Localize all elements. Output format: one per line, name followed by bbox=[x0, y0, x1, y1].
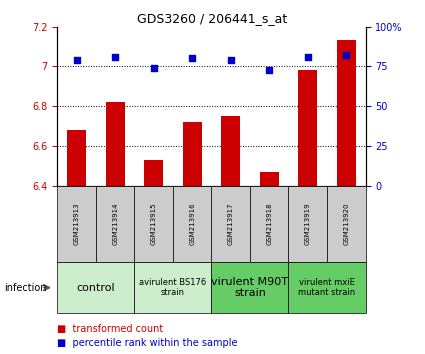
Text: GSM213917: GSM213917 bbox=[228, 202, 234, 245]
Bar bbox=[144, 160, 163, 186]
Bar bbox=[289, 186, 327, 262]
Point bbox=[343, 52, 350, 58]
Bar bbox=[298, 70, 317, 186]
Text: avirulent BS176
strain: avirulent BS176 strain bbox=[139, 278, 207, 297]
Text: infection: infection bbox=[4, 282, 47, 293]
Point bbox=[73, 57, 80, 63]
Text: GSM213918: GSM213918 bbox=[266, 202, 272, 245]
Bar bbox=[173, 186, 211, 262]
Point bbox=[304, 54, 311, 59]
Text: GSM213920: GSM213920 bbox=[343, 202, 349, 245]
Text: GSM213915: GSM213915 bbox=[151, 202, 157, 245]
Text: GSM213919: GSM213919 bbox=[305, 202, 311, 245]
Bar bbox=[327, 186, 366, 262]
Bar bbox=[260, 172, 279, 186]
Bar bbox=[57, 262, 134, 313]
Bar bbox=[67, 130, 86, 186]
Point bbox=[227, 57, 234, 63]
Text: control: control bbox=[76, 282, 115, 293]
Bar bbox=[105, 102, 125, 186]
Bar bbox=[337, 40, 356, 186]
Point bbox=[266, 67, 272, 72]
Bar bbox=[289, 262, 366, 313]
Text: GSM213916: GSM213916 bbox=[189, 202, 195, 245]
Bar bbox=[211, 186, 250, 262]
Text: virulent mxiE
mutant strain: virulent mxiE mutant strain bbox=[298, 278, 356, 297]
Point bbox=[189, 56, 196, 61]
Bar bbox=[250, 186, 289, 262]
Point bbox=[150, 65, 157, 71]
Bar bbox=[134, 262, 211, 313]
Text: ■  transformed count: ■ transformed count bbox=[57, 324, 164, 333]
Bar bbox=[96, 186, 134, 262]
Bar bbox=[57, 186, 96, 262]
Text: GSM213914: GSM213914 bbox=[112, 202, 118, 245]
Text: GSM213913: GSM213913 bbox=[74, 202, 79, 245]
Bar bbox=[221, 116, 240, 186]
Bar bbox=[211, 262, 289, 313]
Text: ■  percentile rank within the sample: ■ percentile rank within the sample bbox=[57, 338, 238, 348]
Bar bbox=[134, 186, 173, 262]
Point bbox=[112, 54, 119, 59]
Text: GDS3260 / 206441_s_at: GDS3260 / 206441_s_at bbox=[137, 12, 288, 25]
Bar bbox=[183, 122, 202, 186]
Text: virulent M90T
strain: virulent M90T strain bbox=[212, 277, 289, 298]
